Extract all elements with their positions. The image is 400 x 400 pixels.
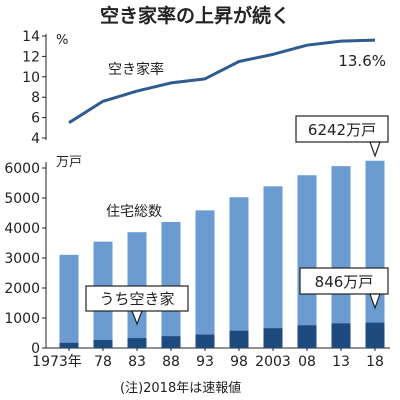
rate-line	[68, 38, 376, 124]
bar-vacant	[127, 338, 147, 348]
rate-y-tick-label: 8	[31, 90, 40, 106]
rate-series-label: 空き家率	[108, 61, 164, 78]
stock-y-tick-label: 4000	[4, 221, 40, 237]
callout-vacant-value-box	[299, 267, 389, 295]
bar-total	[161, 221, 181, 348]
x-tick-label: 98	[230, 354, 248, 370]
callout-total-box	[295, 115, 389, 143]
rate-y-tick-label: 12	[22, 49, 40, 65]
stock-unit-label: 万戸	[56, 155, 82, 170]
rate-y-tick-label: 14	[22, 29, 40, 45]
footnote: (注)2018年は速報値	[120, 380, 241, 396]
bar-vacant	[161, 336, 181, 348]
callout-vacant-pointer	[131, 310, 143, 326]
bar-vacant	[365, 322, 385, 348]
rate-y-tick-label: 10	[22, 70, 40, 86]
x-tick-label: 18	[366, 354, 384, 370]
bar-vacant	[331, 323, 351, 348]
callout-total-value: 6242万戸	[308, 121, 376, 139]
x-tick-label: 1973年	[32, 354, 82, 370]
stock-y-tick-label: 5000	[4, 191, 40, 207]
callout-vacant-value: 846万戸	[315, 273, 374, 291]
callout-total-pointer	[369, 141, 381, 158]
stock-y-tick-label: 3000	[4, 251, 40, 267]
bar-total	[263, 186, 283, 348]
callout-vacant-box	[85, 285, 189, 312]
rate-unit-label: %	[56, 33, 68, 48]
bar-total	[331, 166, 351, 348]
x-tick-label: 83	[128, 354, 146, 370]
bar-vacant	[263, 328, 283, 348]
bar-total	[297, 175, 317, 348]
x-tick-label: 08	[298, 354, 316, 370]
bar-total	[59, 254, 79, 348]
x-tick-label: 78	[94, 354, 112, 370]
rate-panel: 4 6 8 10 12 14 % 空き家率 13.6%	[22, 29, 386, 147]
stock-y-tick-label: 1000	[4, 311, 40, 327]
stock-panel: 0 1000 2000 3000 4000 5000 6000 万戸 1973年 78 83 88 93…	[4, 115, 390, 370]
callout-vacant-value-pointer	[369, 293, 381, 310]
stock-y-tick-label: 0	[31, 341, 40, 357]
bar-vacant	[297, 325, 317, 348]
bar-total	[365, 160, 385, 348]
bar-vacant	[195, 334, 215, 348]
stock-y-tick-label: 6000	[4, 161, 40, 177]
x-tick-label: 13	[332, 354, 350, 370]
bar-vacant	[59, 342, 79, 348]
stock-y-tick-label: 2000	[4, 281, 40, 297]
bar-total	[229, 197, 249, 348]
rate-y-tick-label: 6	[31, 111, 40, 127]
x-tick-label: 2003	[255, 354, 291, 370]
rate-y-tick-label: 4	[31, 131, 40, 147]
bar-vacant	[229, 330, 249, 348]
x-tick-label: 88	[162, 354, 180, 370]
chart-title: 空き家率の上昇が続く	[100, 4, 290, 27]
stock-series-label: 住宅総数	[106, 204, 162, 220]
rate-end-label: 13.6%	[338, 52, 386, 70]
bar-total	[195, 210, 215, 348]
callout-vacant-label: うち空き家	[99, 290, 174, 308]
bar-vacant	[93, 339, 113, 348]
x-tick-label: 93	[196, 354, 214, 370]
